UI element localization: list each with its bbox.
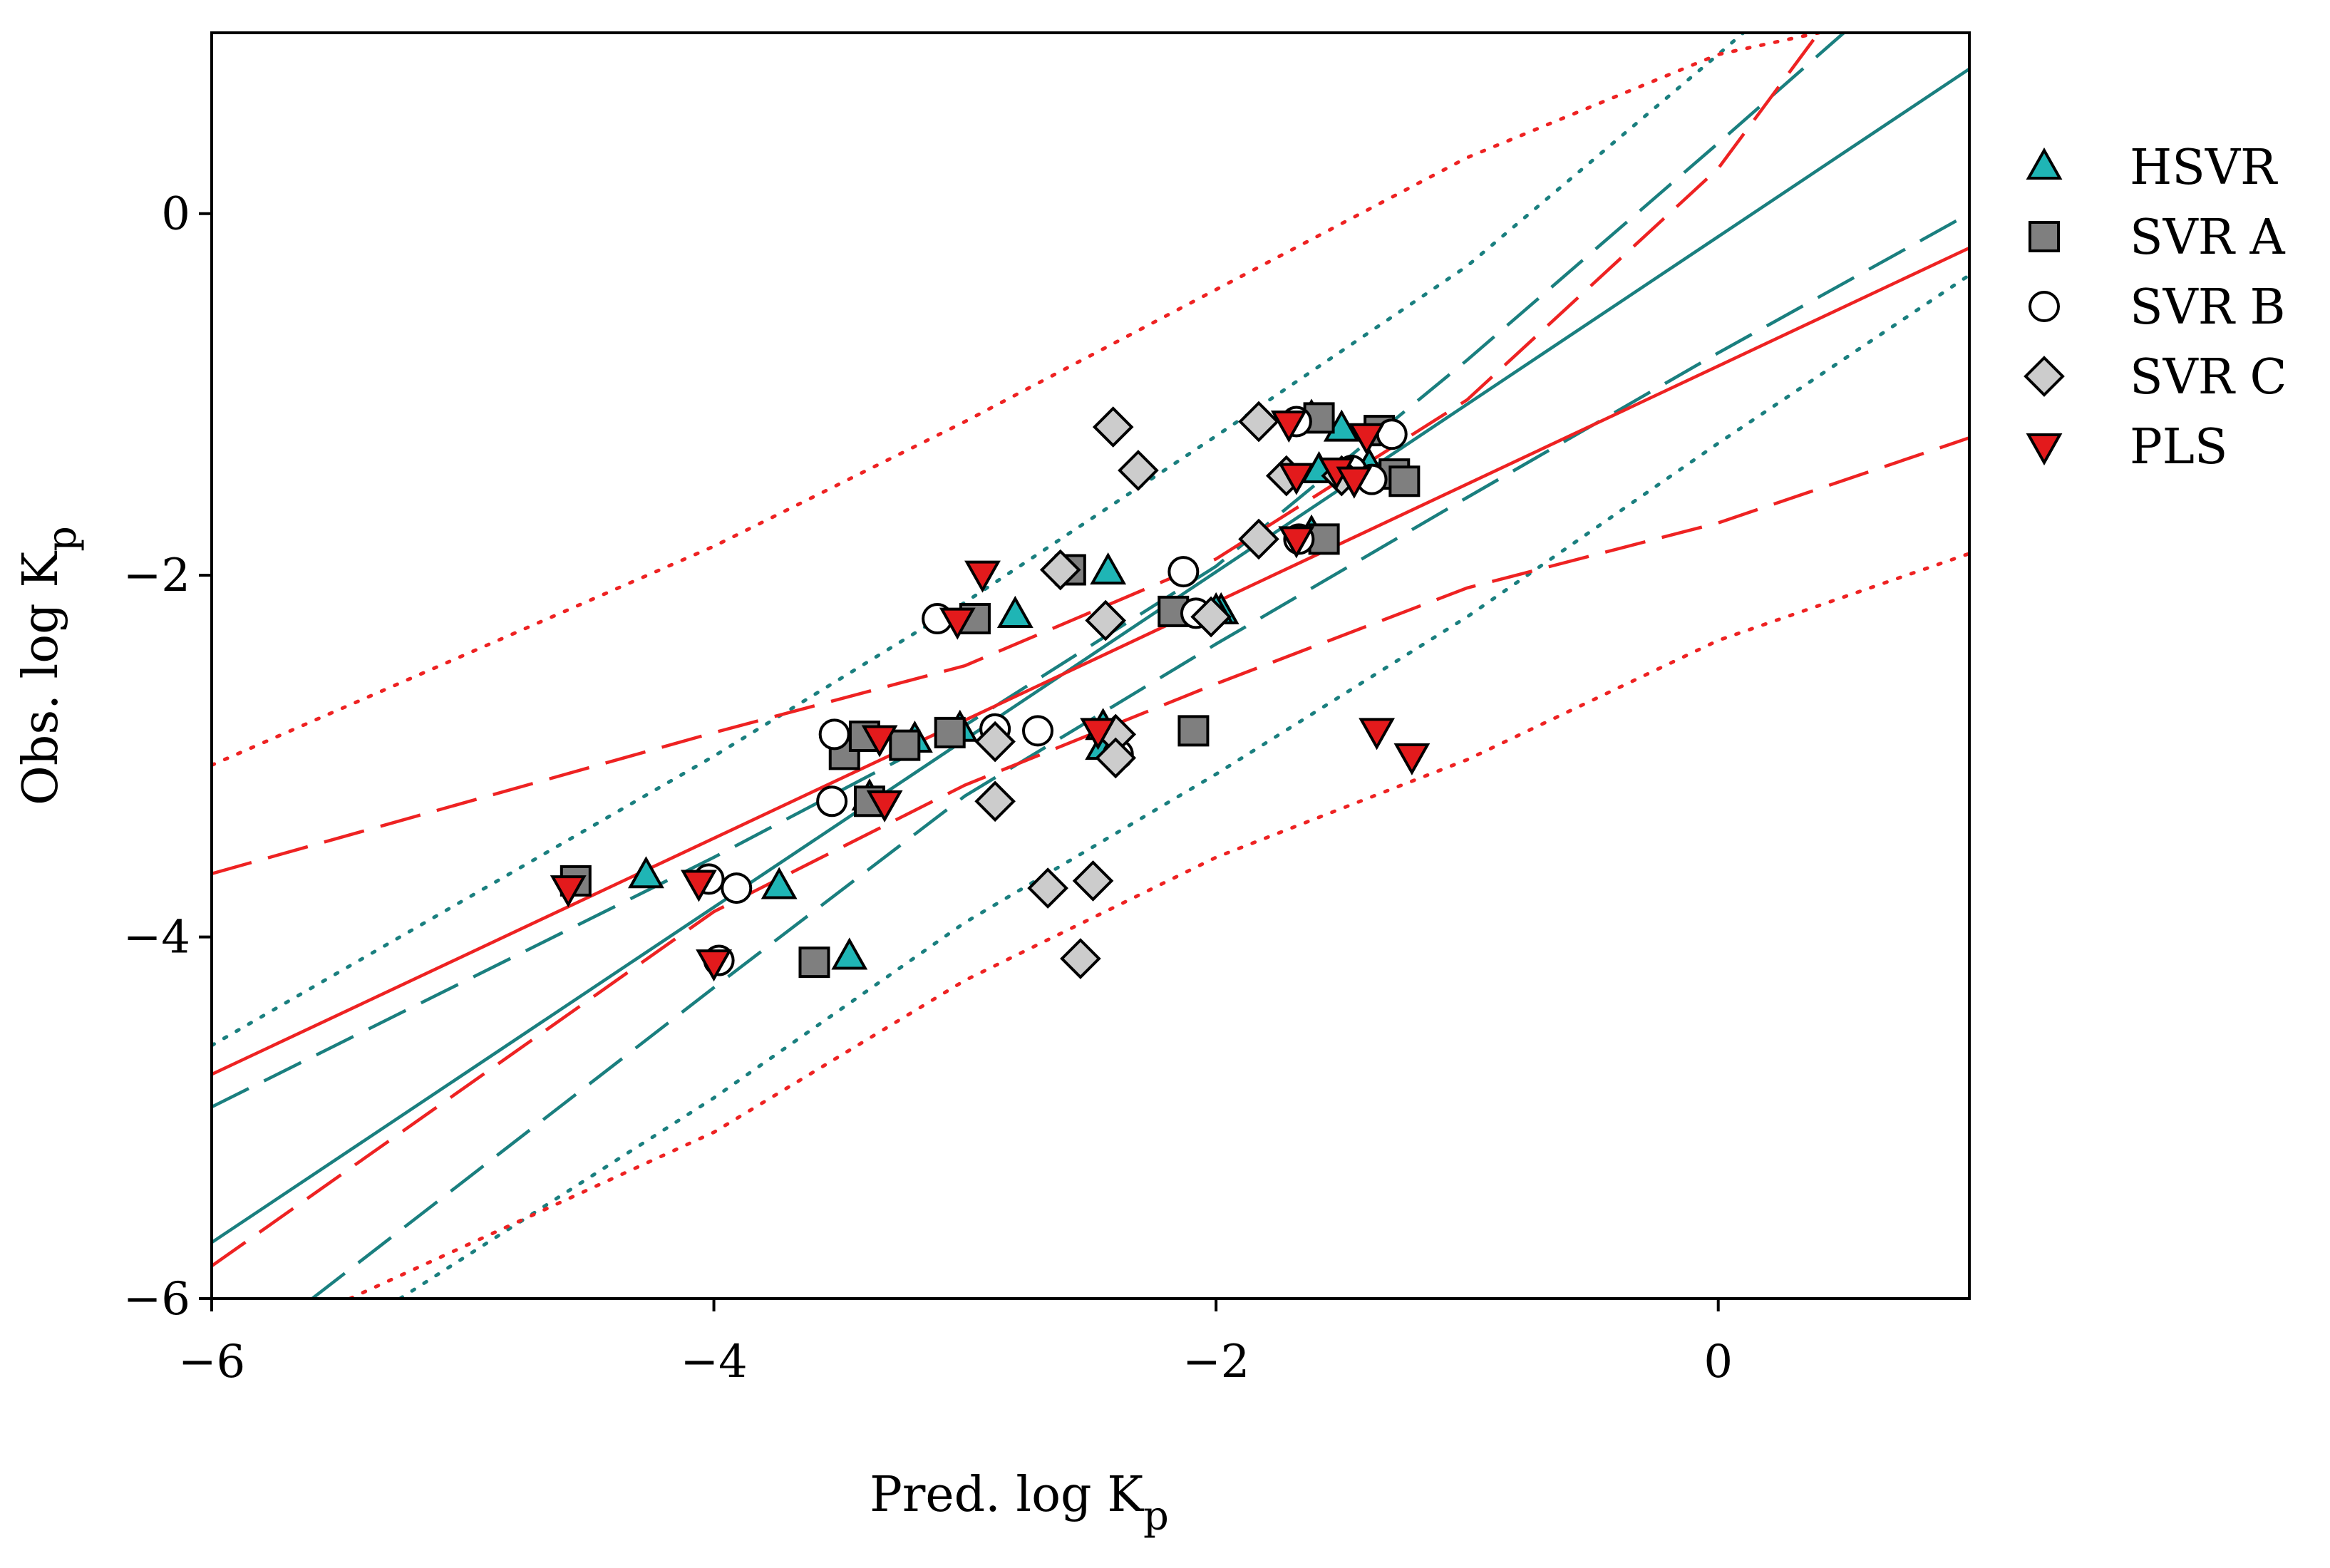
pls-prediction-upper-line (212, 33, 1821, 767)
y-axis-label-subscript: p (39, 526, 86, 552)
hsvr-confidence-lower-line (311, 212, 1969, 1299)
svr-c-point (1092, 406, 1134, 448)
svr-b-point (816, 785, 848, 817)
pls-point (550, 875, 587, 908)
x-axis-label-main: Pred. log K (870, 1467, 1144, 1523)
svr-c-point (1085, 599, 1126, 641)
svr-c-legend-label: SVR C (2130, 349, 2287, 406)
pls-series (550, 411, 1431, 982)
svr-c-point (1060, 938, 1101, 979)
hsvr-prediction-upper-line (212, 33, 1746, 1048)
hsvr-point (761, 867, 798, 899)
pls-point (866, 790, 903, 822)
svr-a-point (1177, 715, 1210, 747)
y-axis-label-main: Obs. log K (13, 551, 69, 805)
pls-fit-line (212, 246, 1969, 1076)
pls-point (1359, 718, 1396, 751)
x-tick-label: −2 (1182, 1336, 1249, 1388)
hsvr-fit-line (212, 67, 1969, 1244)
svr-b-point (1167, 556, 1200, 588)
y-axis-label: Obs. log Kp (13, 526, 86, 805)
pls-point (1278, 463, 1315, 495)
pls-point (861, 725, 898, 758)
svr-c-point (974, 780, 1016, 822)
svr-c-point (1027, 867, 1068, 909)
svr-a-point (889, 729, 921, 761)
svr-a-point (934, 716, 966, 748)
pls-point (939, 607, 976, 640)
svr-a-point (798, 947, 830, 979)
pls-point (1336, 466, 1373, 499)
pls-point (1270, 411, 1307, 443)
svr-c-point (1118, 450, 1159, 491)
pls-confidence-upper-line (212, 33, 1820, 875)
x-axis-label: Pred. log Kp (870, 1467, 1169, 1539)
pls-point (681, 870, 717, 902)
y-tick-label: −6 (123, 1273, 190, 1326)
svr-b-legend-label: SVR B (2130, 279, 2285, 336)
pls-legend-label: PLS (2130, 419, 2228, 475)
pls-confidence-lower-line (212, 436, 1969, 1268)
svr-b-point (1022, 715, 1054, 747)
svr-c-legend-marker (2024, 356, 2065, 397)
pls-point (964, 560, 1001, 593)
hsvr-point (1090, 552, 1127, 585)
svr-b-point (818, 718, 850, 751)
regression-lines (212, 33, 1969, 1299)
pls-point (1080, 718, 1116, 751)
plot-frame (210, 31, 1971, 1300)
x-tick-label: −6 (178, 1336, 245, 1388)
hsvr-point (628, 856, 664, 889)
pls-prediction-lower-line (348, 552, 1969, 1299)
x-axis-label-subscript: p (1143, 1493, 1169, 1539)
svr-c-point (1238, 518, 1279, 560)
hsvr-point (831, 937, 868, 970)
pls-point (1393, 743, 1431, 775)
x-tick-label: 0 (1703, 1336, 1733, 1388)
svr-c-series (974, 401, 1363, 979)
data-points (550, 398, 1431, 982)
svr-c-point (1072, 860, 1114, 902)
svr-c-point (974, 721, 1016, 763)
y-tick-label: 0 (161, 188, 190, 241)
y-tick-label: −4 (123, 912, 190, 964)
svr-a-legend-marker (2029, 221, 2060, 252)
y-tick-label: −2 (123, 550, 190, 602)
svr-c-point (1039, 549, 1081, 591)
svr-a-legend-label: SVR A (2130, 210, 2286, 266)
svr-a-point (1388, 465, 1421, 497)
svr-b-legend-marker (2029, 291, 2060, 322)
hsvr-confidence-upper-line (212, 33, 1845, 1109)
axis-ticks: −6 −4 −2 0 −6 −4 −2 0 (123, 188, 1733, 1388)
pls-point (696, 949, 732, 982)
svr-c-point (1190, 596, 1232, 638)
pls-point (1278, 526, 1315, 559)
x-tick-label: −4 (680, 1336, 747, 1388)
pls-legend-marker (2026, 433, 2063, 466)
svr-c-point (1095, 737, 1137, 779)
svr-b-point (721, 872, 753, 904)
hsvr-legend-marker (2026, 147, 2063, 180)
svr-c-point (1238, 401, 1279, 443)
hsvr-legend-label: HSVR (2130, 140, 2278, 196)
hsvr-prediction-lower-line (398, 273, 1969, 1299)
legend: HSVR SVR A SVR B SVR C PLS (2024, 140, 2287, 475)
pls-point (1349, 423, 1385, 455)
hsvr-point (996, 595, 1033, 628)
